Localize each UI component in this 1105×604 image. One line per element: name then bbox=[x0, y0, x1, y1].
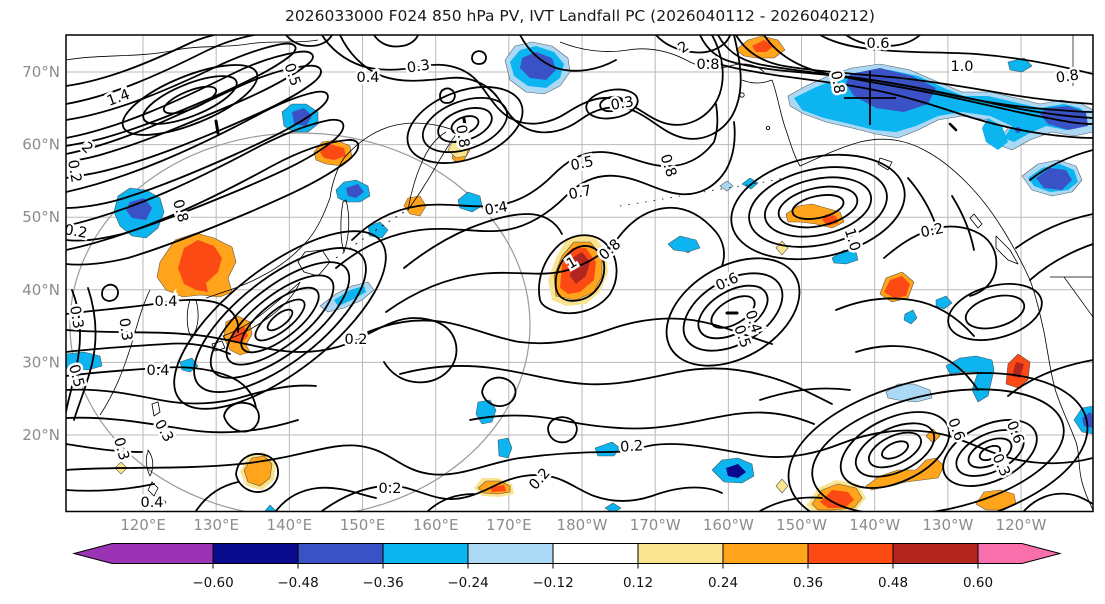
coastlines bbox=[66, 35, 1093, 511]
pv-contours bbox=[66, 35, 1093, 512]
svg-text:0.36: 0.36 bbox=[793, 575, 823, 591]
svg-text:1.0: 1.0 bbox=[950, 59, 973, 75]
svg-text:0.3: 0.3 bbox=[406, 58, 431, 77]
svg-text:0.48: 0.48 bbox=[878, 575, 908, 591]
svg-text:−0.48: −0.48 bbox=[277, 575, 318, 591]
svg-text:0.3: 0.3 bbox=[66, 305, 86, 330]
svg-text:20°N: 20°N bbox=[22, 426, 60, 444]
svg-text:150°E: 150°E bbox=[340, 516, 386, 534]
svg-text:0.8: 0.8 bbox=[696, 57, 719, 73]
svg-text:0.2: 0.2 bbox=[64, 159, 84, 184]
svg-text:0.4: 0.4 bbox=[356, 70, 379, 86]
svg-text:140°E: 140°E bbox=[267, 516, 313, 534]
svg-text:170°W: 170°W bbox=[630, 516, 681, 534]
svg-text:70°N: 70°N bbox=[22, 63, 60, 81]
svg-text:0.12: 0.12 bbox=[623, 575, 653, 591]
svg-text:−0.24: −0.24 bbox=[447, 575, 488, 591]
svg-text:160°E: 160°E bbox=[413, 516, 459, 534]
svg-text:140°W: 140°W bbox=[849, 516, 900, 534]
svg-text:60°N: 60°N bbox=[22, 136, 60, 154]
y-axis-tick-labels: 70°N 60°N 50°N 40°N 30°N 20°N bbox=[22, 63, 60, 444]
svg-text:0.4: 0.4 bbox=[154, 294, 177, 310]
svg-text:0.4: 0.4 bbox=[146, 363, 169, 379]
svg-text:0.6: 0.6 bbox=[866, 36, 889, 52]
svg-text:30°N: 30°N bbox=[22, 353, 60, 371]
svg-text:−0.12: −0.12 bbox=[532, 575, 573, 591]
svg-text:150°W: 150°W bbox=[776, 516, 827, 534]
svg-text:40°N: 40°N bbox=[22, 281, 60, 299]
colorbar: −0.60 −0.48 −0.36 −0.24 −0.12 0.12 0.24 0.36 0.4… bbox=[72, 543, 1062, 591]
svg-text:170°E: 170°E bbox=[486, 516, 532, 534]
x-axis-tick-labels: 120°E 130°E 140°E 150°E 160°E 170°E 180°W 170°W… bbox=[120, 516, 1046, 534]
svg-text:120°W: 120°W bbox=[996, 516, 1047, 534]
range-ring bbox=[69, 132, 531, 512]
plot-frame bbox=[65, 34, 1094, 513]
svg-text:120°E: 120°E bbox=[120, 516, 166, 534]
svg-text:0.8: 0.8 bbox=[1055, 68, 1080, 87]
svg-text:0.24: 0.24 bbox=[708, 575, 738, 591]
svg-text:180°W: 180°W bbox=[557, 516, 608, 534]
svg-text:160°W: 160°W bbox=[703, 516, 754, 534]
svg-text:0.2: 0.2 bbox=[620, 438, 644, 456]
svg-text:−0.36: −0.36 bbox=[362, 575, 403, 591]
svg-text:130°W: 130°W bbox=[922, 516, 973, 534]
svg-text:0.2: 0.2 bbox=[344, 332, 367, 348]
chart-title: 2026033000 F024 850 hPa PV, IVT Landfall… bbox=[285, 7, 875, 25]
svg-text:0.2: 0.2 bbox=[378, 481, 401, 497]
landfall-marker bbox=[844, 71, 896, 125]
svg-text:50°N: 50°N bbox=[22, 208, 60, 226]
svg-text:0.60: 0.60 bbox=[963, 575, 993, 591]
svg-text:−0.60: −0.60 bbox=[192, 575, 233, 591]
svg-text:130°E: 130°E bbox=[193, 516, 239, 534]
svg-text:0.4: 0.4 bbox=[140, 495, 163, 511]
svg-text:0.3: 0.3 bbox=[115, 317, 134, 342]
